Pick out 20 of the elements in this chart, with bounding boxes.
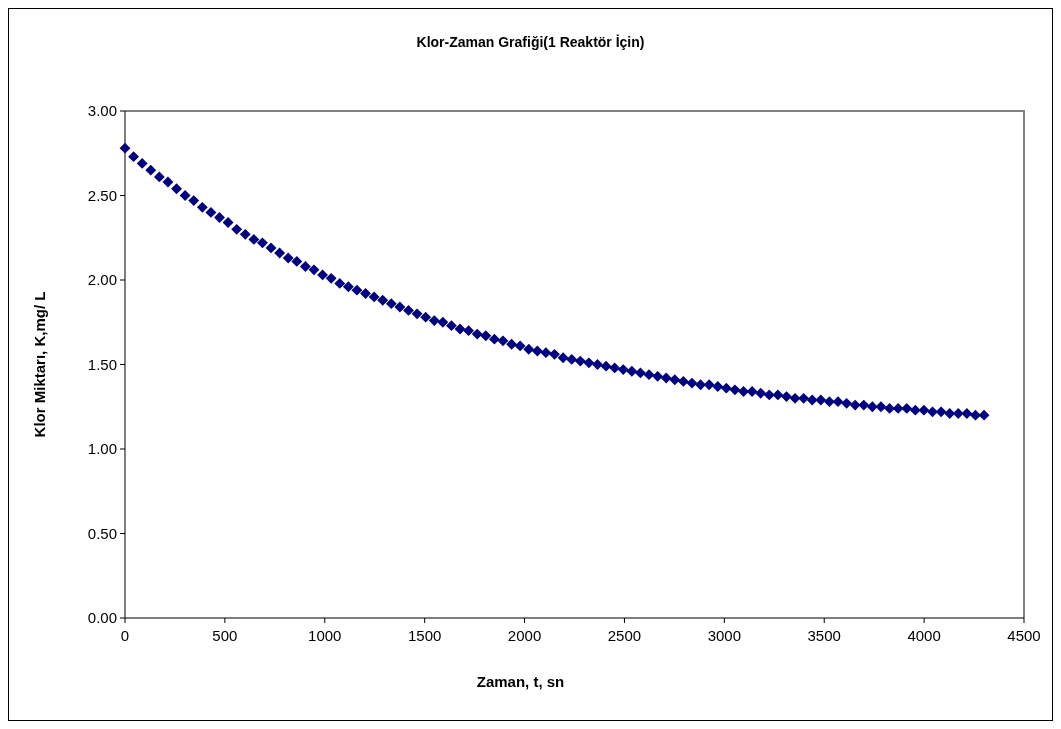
y-tick-label: 1.50 [87,355,117,373]
x-tick-label: 500 [212,627,238,644]
y-axis-title: Klor Miktarı, K,mg/ L [31,291,48,438]
x-tick-label: 4000 [907,627,941,644]
x-tick-label: 4500 [1007,627,1041,644]
y-tick-label: 2.50 [87,186,117,204]
x-tick-label: 2000 [507,627,542,644]
x-tick-label: 1000 [308,627,342,644]
y-tick-label: 2.00 [87,271,117,289]
x-axis-title: Zaman, t, sn [476,673,565,690]
x-tick-label: 2500 [607,627,642,644]
x-tick-label: 3000 [707,627,742,644]
y-tick-label: 3.00 [87,102,117,120]
y-tick-label: 0.00 [87,609,117,627]
chart-title: Klor-Zaman Grafiği(1 Reaktör İçin) [416,34,645,50]
y-tick-label: 1.00 [87,440,117,458]
x-tick-label: 3500 [807,627,841,644]
x-tick-label: 1500 [407,627,442,644]
y-tick-label: 0.50 [87,524,117,542]
x-tick-label: 0 [120,627,130,644]
